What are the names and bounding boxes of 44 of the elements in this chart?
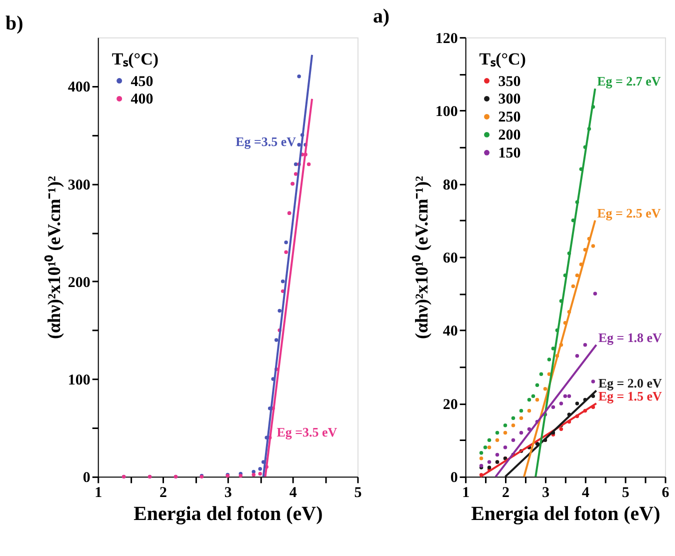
x-tick-label: 1 [94,485,102,502]
y-tick-label: 20 [442,396,458,413]
y-tick-label: 120 [435,30,458,47]
annotation: Eg =3.5 eV [276,424,338,440]
x-axis-title: Energia del foton (eV) [134,503,323,526]
y-tick-label: 100 [68,372,90,389]
legend-title: Tₛ(°C) [479,49,526,68]
legend-label: 150 [498,146,521,162]
y-axis-title: (αhν)²x10¹⁰ (eV.cm⁻¹)² [44,176,64,340]
x-tick-label: 2 [502,485,510,502]
y-tick-label: 0 [82,470,90,486]
x-tick-label: 3 [542,485,550,502]
x-tick-label: 1 [462,485,470,502]
x-tick-label: 3 [224,485,232,502]
x-tick-label: 4 [582,485,590,502]
y-tick-label: 300 [68,177,90,194]
annotation: Eg = 1.8 eV [598,330,663,345]
legend-title: Tₛ(°C) [112,49,159,68]
chart-title: a) [372,5,390,28]
legend-label: 400 [130,92,154,108]
y-axis-title: (αhν)²x10¹⁰ (eV.cm⁻¹)² [411,176,432,340]
annotation: Eg =3.5 eV [236,134,297,149]
x-tick-label: 5 [622,485,630,502]
x-axis-title: Energia del foton (eV) [471,503,660,526]
y-tick-label: 400 [68,80,90,96]
legend-label: 450 [130,74,154,90]
y-tick-label: 80 [442,177,458,194]
x-tick-label: 4 [289,485,298,502]
x-tick-label: 6 [662,485,670,502]
annotation: Eg = 2.5 eV [597,205,662,220]
legend-label: 300 [498,92,521,108]
y-tick-label: 40 [442,324,458,340]
chart-title: b) [5,12,24,34]
x-tick-label: 5 [354,485,362,502]
y-tick-label: 0 [450,470,458,486]
y-tick-label: 200 [68,274,90,291]
y-tick-label: 100 [435,104,458,120]
legend-label: 350 [498,74,521,90]
legend-label: 200 [498,128,521,144]
annotation: Eg = 2.7 eV [597,74,662,89]
annotation: Eg = 2.0 eV [598,376,663,391]
x-tick-label: 2 [160,485,167,502]
legend-label: 250 [498,110,521,126]
y-tick-label: 60 [442,250,458,267]
